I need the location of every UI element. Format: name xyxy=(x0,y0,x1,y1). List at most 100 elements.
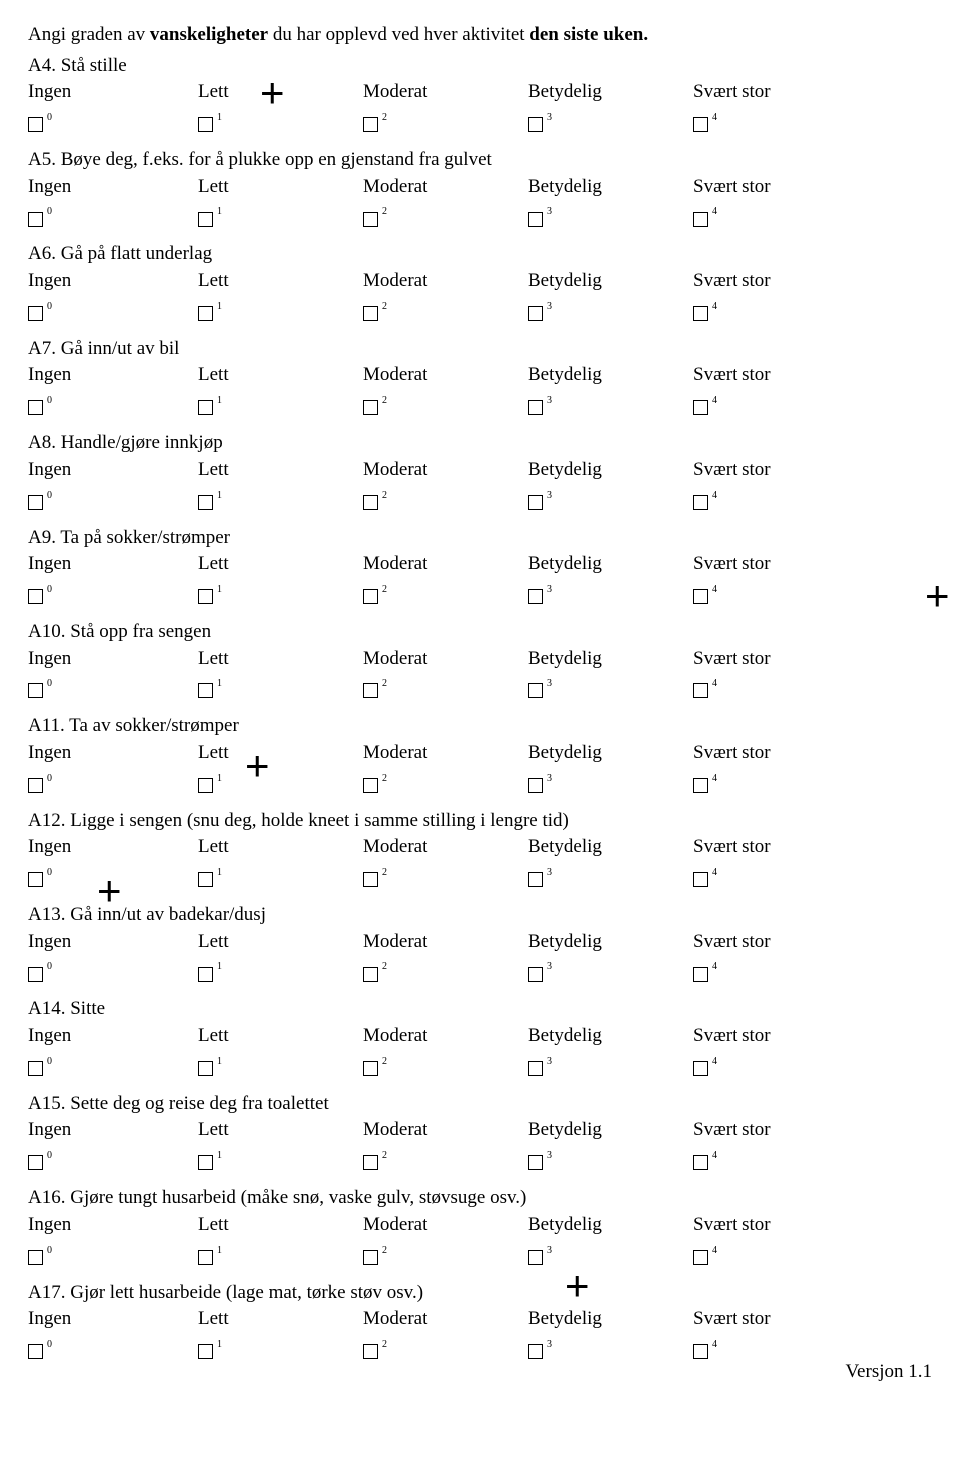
checkbox-icon[interactable] xyxy=(363,117,378,132)
checkbox-icon[interactable] xyxy=(363,683,378,698)
scale-option[interactable]: 2 xyxy=(363,586,528,608)
scale-option[interactable]: 0 xyxy=(28,208,198,230)
checkbox-icon[interactable] xyxy=(28,495,43,510)
checkbox-icon[interactable] xyxy=(198,872,213,887)
scale-option[interactable]: 2 xyxy=(363,775,528,797)
scale-option[interactable]: 1 xyxy=(198,775,363,797)
scale-option[interactable]: 3 xyxy=(528,492,693,514)
checkbox-icon[interactable] xyxy=(528,778,543,793)
checkbox-icon[interactable] xyxy=(528,589,543,604)
scale-option[interactable]: 1 xyxy=(198,963,363,985)
checkbox-icon[interactable] xyxy=(528,967,543,982)
scale-option[interactable]: 1 xyxy=(198,208,363,230)
checkbox-icon[interactable] xyxy=(693,683,708,698)
scale-option[interactable]: 4 xyxy=(693,114,868,136)
scale-option[interactable]: 2 xyxy=(363,303,528,325)
scale-option[interactable]: 2 xyxy=(363,869,528,891)
scale-option[interactable]: 3 xyxy=(528,963,693,985)
checkbox-icon[interactable] xyxy=(528,1250,543,1265)
checkbox-icon[interactable] xyxy=(198,778,213,793)
scale-option[interactable]: 0 xyxy=(28,397,198,419)
checkbox-icon[interactable] xyxy=(693,495,708,510)
scale-option[interactable]: 4 xyxy=(693,303,868,325)
scale-option[interactable]: 0 xyxy=(28,680,198,702)
scale-option[interactable]: 4 xyxy=(693,492,868,514)
checkbox-icon[interactable] xyxy=(693,872,708,887)
checkbox-icon[interactable] xyxy=(28,683,43,698)
checkbox-icon[interactable] xyxy=(198,1155,213,1170)
scale-option[interactable]: 1 xyxy=(198,114,363,136)
scale-option[interactable]: 3 xyxy=(528,680,693,702)
scale-option[interactable]: 2 xyxy=(363,1058,528,1080)
checkbox-icon[interactable] xyxy=(528,872,543,887)
scale-option[interactable]: 1 xyxy=(198,1247,363,1269)
scale-option[interactable]: 4 xyxy=(693,963,868,985)
scale-option[interactable]: 3 xyxy=(528,303,693,325)
checkbox-icon[interactable] xyxy=(528,495,543,510)
scale-option[interactable]: 0 xyxy=(28,114,198,136)
checkbox-icon[interactable] xyxy=(528,212,543,227)
scale-option[interactable]: 3 xyxy=(528,1341,693,1363)
checkbox-icon[interactable] xyxy=(198,967,213,982)
checkbox-icon[interactable] xyxy=(198,212,213,227)
scale-option[interactable]: 2 xyxy=(363,1341,528,1363)
checkbox-icon[interactable] xyxy=(693,400,708,415)
checkbox-icon[interactable] xyxy=(28,1250,43,1265)
scale-option[interactable]: 0 xyxy=(28,303,198,325)
scale-option[interactable]: 3 xyxy=(528,869,693,891)
checkbox-icon[interactable] xyxy=(363,1061,378,1076)
checkbox-icon[interactable] xyxy=(363,872,378,887)
checkbox-icon[interactable] xyxy=(198,400,213,415)
checkbox-icon[interactable] xyxy=(28,778,43,793)
scale-option[interactable]: 4 xyxy=(693,586,868,608)
scale-option[interactable]: 3 xyxy=(528,1152,693,1174)
checkbox-icon[interactable] xyxy=(528,1344,543,1359)
scale-option[interactable]: 0 xyxy=(28,586,198,608)
checkbox-icon[interactable] xyxy=(693,1344,708,1359)
scale-option[interactable]: 4 xyxy=(693,1341,868,1363)
checkbox-icon[interactable] xyxy=(363,967,378,982)
checkbox-icon[interactable] xyxy=(693,778,708,793)
scale-option[interactable]: 2 xyxy=(363,114,528,136)
scale-option[interactable]: 0 xyxy=(28,492,198,514)
checkbox-icon[interactable] xyxy=(363,400,378,415)
scale-option[interactable]: 2 xyxy=(363,680,528,702)
checkbox-icon[interactable] xyxy=(693,1250,708,1265)
checkbox-icon[interactable] xyxy=(693,212,708,227)
checkbox-icon[interactable] xyxy=(198,1344,213,1359)
scale-option[interactable]: 4 xyxy=(693,1058,868,1080)
checkbox-icon[interactable] xyxy=(28,400,43,415)
checkbox-icon[interactable] xyxy=(693,306,708,321)
checkbox-icon[interactable] xyxy=(363,589,378,604)
checkbox-icon[interactable] xyxy=(528,1155,543,1170)
scale-option[interactable]: 1 xyxy=(198,680,363,702)
checkbox-icon[interactable] xyxy=(528,117,543,132)
scale-option[interactable]: 3 xyxy=(528,114,693,136)
scale-option[interactable]: 1 xyxy=(198,1341,363,1363)
scale-option[interactable]: 0 xyxy=(28,1341,198,1363)
scale-option[interactable]: 4 xyxy=(693,1247,868,1269)
checkbox-icon[interactable] xyxy=(693,1061,708,1076)
checkbox-icon[interactable] xyxy=(363,1250,378,1265)
scale-option[interactable]: 4 xyxy=(693,680,868,702)
scale-option[interactable]: 2 xyxy=(363,1152,528,1174)
checkbox-icon[interactable] xyxy=(528,683,543,698)
scale-option[interactable]: 0 xyxy=(28,1058,198,1080)
checkbox-icon[interactable] xyxy=(528,1061,543,1076)
scale-option[interactable]: 2 xyxy=(363,397,528,419)
scale-option[interactable]: 2 xyxy=(363,1247,528,1269)
checkbox-icon[interactable] xyxy=(363,212,378,227)
checkbox-icon[interactable] xyxy=(693,967,708,982)
scale-option[interactable]: 1 xyxy=(198,303,363,325)
scale-option[interactable]: 0 xyxy=(28,963,198,985)
checkbox-icon[interactable] xyxy=(28,1155,43,1170)
checkbox-icon[interactable] xyxy=(198,1250,213,1265)
scale-option[interactable]: 3 xyxy=(528,586,693,608)
scale-option[interactable]: 1 xyxy=(198,1152,363,1174)
scale-option[interactable]: 2 xyxy=(363,963,528,985)
checkbox-icon[interactable] xyxy=(363,1344,378,1359)
checkbox-icon[interactable] xyxy=(693,117,708,132)
checkbox-icon[interactable] xyxy=(28,212,43,227)
scale-option[interactable]: 0 xyxy=(28,775,198,797)
scale-option[interactable]: 1 xyxy=(198,1058,363,1080)
